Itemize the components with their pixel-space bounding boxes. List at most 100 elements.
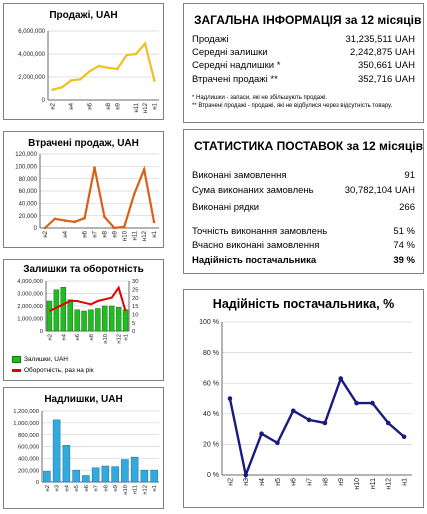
x-tick-label: н6	[88, 102, 94, 109]
bar	[130, 456, 139, 483]
stats-row-value: 91	[404, 170, 415, 181]
x-tick-label: н7	[93, 230, 99, 237]
data-point	[60, 86, 64, 89]
y2-tick-label: 0	[132, 329, 135, 335]
stats-row-on-time: Вчасно виконані замовлення 74 %	[192, 240, 415, 253]
y-tick-label: 60 %	[203, 380, 219, 387]
y-tick-label: 0	[36, 480, 39, 486]
x-tick-label: н11	[370, 478, 377, 489]
y2-tick-label: 10	[132, 313, 138, 319]
y-tick-label: 4,000,000	[17, 279, 43, 285]
y-tick-label: 3,000,000	[17, 292, 43, 298]
data-point	[73, 220, 77, 224]
data-point	[322, 420, 328, 426]
x-tick-label: н12	[142, 485, 148, 495]
x-tick-label: н10	[122, 230, 128, 241]
x-tick-label: н10	[103, 334, 109, 344]
data-point	[354, 400, 359, 406]
y-tick-label: 40 %	[203, 411, 219, 418]
bar	[82, 475, 90, 483]
x-tick-label: н3	[243, 478, 250, 486]
data-point	[385, 420, 391, 426]
info-row-value: 31,235,511 UAH	[345, 34, 415, 45]
legend-turnover-label: Оборотність, раз на рік	[24, 367, 94, 374]
stats-row-accuracy: Точність виконання замовлень 51 %	[192, 226, 415, 239]
stats-row-label: Виконані рядки	[192, 202, 260, 213]
x-tick-label: н7	[307, 478, 314, 486]
legend-turnover-swatch	[12, 369, 21, 372]
x-tick-label: н1	[152, 485, 158, 491]
stats-row-label: Сума виконаних замовлень	[192, 185, 314, 196]
x-tick-label: н1	[152, 102, 158, 109]
y-tick-label: 60,000	[19, 189, 38, 195]
y-tick-label: 0	[42, 98, 46, 104]
x-tick-label: н5	[275, 478, 282, 486]
x-tick-label: н8	[106, 102, 112, 109]
info-row-label: Втрачені продажі **	[192, 74, 278, 85]
stats-row-value: 30,782,104 UAH	[344, 185, 415, 196]
stats-row-value: 51 %	[393, 226, 415, 237]
surplus-chart: 0 200,000 400,000 600,000 800,000 1,000,000 1,…	[13, 409, 159, 495]
y-tick-label: 0 %	[207, 472, 219, 479]
delivery-stats-panel: СТАТИСТИКА ПОСТАВОК за 12 місяців Викона…	[183, 129, 424, 274]
x-tick-label: н2	[45, 485, 51, 491]
bar	[53, 289, 60, 332]
bar	[72, 469, 80, 483]
y2-tick-label: 20	[132, 296, 138, 302]
stats-row-label: Надійність постачальника	[192, 255, 317, 266]
sales-chart-title: Продажі, UAH	[49, 10, 118, 21]
info-row-value: 352,716 UAH	[357, 74, 415, 85]
data-point	[243, 472, 249, 478]
surplus-chart-title: Надлишки, UAH	[44, 394, 123, 405]
data-point	[51, 88, 54, 91]
y-tick-label: 200,000	[18, 468, 39, 474]
stats-row-value: 74 %	[393, 240, 415, 251]
delivery-stats-title: СТАТИСТИКА ПОСТАВОК за 12 місяців	[194, 139, 424, 153]
info-row-avg-stock: Середні залишки 2,242,875 UAH	[192, 47, 415, 60]
data-point	[370, 400, 375, 406]
bar	[140, 469, 149, 483]
data-point	[106, 66, 110, 70]
x-tick-label: н11	[133, 485, 139, 494]
info-row-value: 2,242,875 UAH	[350, 47, 415, 58]
data-point	[290, 408, 296, 414]
bar	[121, 459, 129, 483]
bar	[150, 469, 158, 483]
x-tick-label: н6	[84, 485, 90, 491]
data-point	[53, 217, 57, 221]
general-info-title: ЗАГАЛЬНА ІНФОРМАЦІЯ за 12 місяців	[194, 13, 422, 27]
series-line	[228, 375, 405, 480]
series-line	[52, 41, 156, 91]
legend-stock-swatch	[12, 356, 21, 363]
data-point	[97, 64, 101, 68]
general-info-panel: ЗАГАЛЬНА ІНФОРМАЦІЯ за 12 місяців Продаж…	[183, 3, 424, 123]
info-row-label: Продажі	[192, 34, 229, 45]
data-point	[69, 79, 73, 82]
data-point	[83, 216, 86, 220]
x-tick-label: н12	[117, 334, 123, 344]
data-point	[93, 166, 96, 169]
info-footnote-lost-sales: ** Втрачені продажі - продажі, які не ві…	[192, 103, 393, 109]
bar	[122, 309, 129, 332]
stats-row-orders-sum: Сума виконаних замовлень 30,782,104 UAH	[192, 185, 415, 198]
bar	[52, 419, 61, 483]
x-tick-label: н11	[134, 102, 140, 112]
x-tick-label: н8	[89, 334, 95, 340]
info-row-label: Середні надлишки *	[192, 60, 281, 71]
data-point	[103, 215, 106, 219]
bar	[88, 309, 94, 332]
data-point	[116, 67, 119, 71]
info-row-value: 350,661 UAH	[357, 60, 415, 71]
info-row-lost-sales: Втрачені продажі ** 352,716 UAH	[192, 74, 415, 87]
bar	[102, 305, 108, 332]
y-tick-label: 800,000	[18, 433, 39, 439]
y-tick-label: 40,000	[19, 202, 38, 208]
data-point	[152, 220, 156, 224]
bar	[46, 300, 53, 332]
data-point	[88, 69, 91, 73]
y-tick-label: 2,000,000	[17, 304, 43, 310]
y-tick-label: 600,000	[18, 445, 39, 451]
y-tick-label: 120,000	[15, 152, 37, 158]
y2-tick-label: 15	[132, 304, 138, 310]
x-tick-label: н4	[69, 102, 75, 109]
